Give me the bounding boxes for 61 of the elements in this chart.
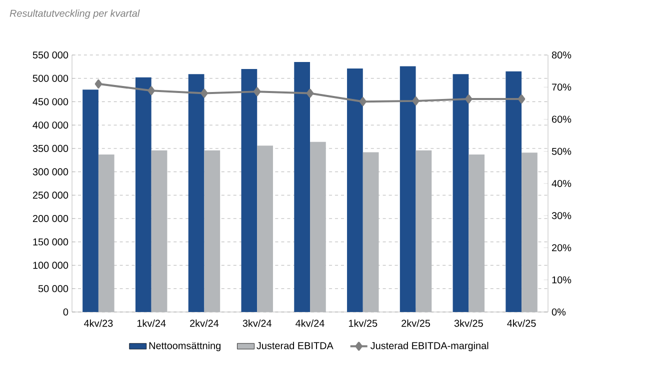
y2-tick-label: 10% bbox=[552, 276, 572, 284]
point bbox=[253, 87, 261, 96]
bar bbox=[135, 77, 152, 312]
point bbox=[465, 94, 472, 104]
x-tick-label: 3kv/24 bbox=[242, 320, 272, 327]
bar bbox=[257, 146, 273, 312]
x-tick-label: 2kv/24 bbox=[190, 320, 219, 327]
bar bbox=[98, 154, 114, 312]
y-tick-label: 400 000 bbox=[32, 122, 68, 129]
y-tick-label: 500 000 bbox=[32, 74, 68, 82]
point bbox=[94, 79, 102, 88]
point bbox=[412, 96, 420, 106]
y-tick-label: 350 000 bbox=[32, 144, 68, 152]
y-tick-label: 550 000 bbox=[32, 51, 68, 59]
x-tick-label: 2kv/25 bbox=[402, 320, 430, 327]
y-tick-label: 0 bbox=[63, 308, 68, 316]
y-tick-label: 200 000 bbox=[32, 215, 68, 222]
bar bbox=[347, 68, 363, 312]
point bbox=[518, 94, 526, 104]
bar bbox=[204, 150, 220, 312]
bar bbox=[241, 69, 258, 312]
bar bbox=[151, 150, 168, 312]
y2-tick-label: 70% bbox=[552, 84, 572, 91]
x-tick-label: 4kv/24 bbox=[296, 320, 324, 327]
y2-tick-label: 0% bbox=[552, 308, 566, 316]
bar bbox=[188, 74, 204, 312]
bar bbox=[400, 66, 416, 312]
point bbox=[148, 86, 155, 96]
y-tick-label: 250 000 bbox=[32, 192, 68, 199]
point bbox=[200, 88, 208, 98]
bar bbox=[294, 62, 310, 312]
point bbox=[306, 88, 314, 98]
y2-tick-label: 80% bbox=[552, 51, 572, 59]
chart-title: Resultatutveckling per kvartal bbox=[10, 10, 140, 19]
y2-tick-label: 20% bbox=[552, 244, 572, 252]
point bbox=[359, 97, 367, 106]
bar bbox=[362, 152, 379, 312]
y2-tick-label: 40% bbox=[552, 180, 572, 188]
bar bbox=[416, 150, 432, 312]
bar bbox=[468, 154, 485, 312]
bar bbox=[310, 142, 326, 312]
x-tick-label: 4kv/23 bbox=[84, 320, 113, 327]
y-tick-label: 300 000 bbox=[32, 168, 68, 176]
legend-label: Justerad EBITDA-marginal bbox=[370, 342, 488, 352]
bar bbox=[506, 71, 522, 312]
legend-label: Nettoomsättning bbox=[149, 342, 220, 352]
bar bbox=[82, 90, 98, 312]
y-tick-label: 100 000 bbox=[33, 262, 68, 269]
x-tick-label: 1kv/25 bbox=[348, 320, 378, 327]
bar bbox=[452, 74, 469, 312]
y-tick-label: 150 000 bbox=[33, 238, 68, 246]
y2-tick-label: 50% bbox=[552, 148, 572, 155]
y2-tick-label: 60% bbox=[552, 116, 572, 123]
legend-label: Justerad EBITDA bbox=[256, 342, 334, 350]
y2-tick-label: 30% bbox=[552, 212, 572, 220]
bar bbox=[522, 152, 538, 312]
y-tick-label: 50 000 bbox=[38, 285, 68, 292]
x-tick-label: 4kv/25 bbox=[507, 320, 536, 327]
x-tick-label: 3kv/25 bbox=[454, 320, 483, 327]
x-tick-label: 1kv/24 bbox=[137, 320, 166, 327]
y-tick-label: 450 000 bbox=[32, 98, 68, 106]
